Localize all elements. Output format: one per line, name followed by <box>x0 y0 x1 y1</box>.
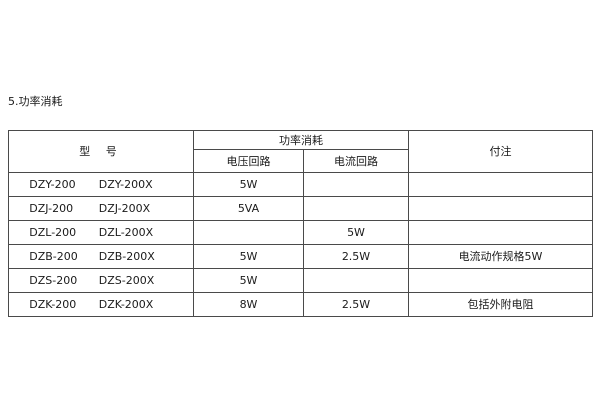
cell-model: DZK-200 DZK-200X <box>8 292 194 317</box>
cell-voltage-circuit: 5W <box>193 244 304 269</box>
table-row: DZJ-200 DZJ-200X 5VA <box>8 196 593 221</box>
cell-model-base: DZL-200 <box>29 226 77 239</box>
cell-remarks <box>408 196 593 221</box>
column-header-model: 型 号 <box>8 130 194 173</box>
table-header: 型 号 功率消耗 付注 电压回路 电流回路 <box>8 130 593 173</box>
power-consumption-table: 型 号 功率消耗 付注 电压回路 电流回路 DZY-200 DZY-200X <box>8 130 593 317</box>
cell-model-variant: DZL-200X <box>98 226 154 239</box>
cell-voltage-circuit: 8W <box>193 292 304 317</box>
cell-current-circuit <box>303 172 409 197</box>
page-title: 5.功率消耗 <box>8 95 63 108</box>
cell-remarks <box>408 220 593 245</box>
cell-model-variant: DZB-200X <box>98 250 155 263</box>
cell-remarks: 电流动作规格5W <box>408 244 593 269</box>
column-header-remarks: 付注 <box>408 130 593 173</box>
cell-current-circuit: 5W <box>303 220 409 245</box>
cell-model-variant: DZS-200X <box>98 274 155 287</box>
cell-remarks: 包括外附电阻 <box>408 292 593 317</box>
column-header-current-circuit: 电流回路 <box>303 149 409 173</box>
cell-model: DZB-200 DZB-200X <box>8 244 194 269</box>
cell-model-base: DZJ-200 <box>29 202 74 215</box>
column-header-power-consumption: 功率消耗 <box>193 130 409 150</box>
cell-voltage-circuit: 5W <box>193 172 304 197</box>
column-header-voltage-circuit: 电压回路 <box>193 149 304 173</box>
cell-remarks <box>408 172 593 197</box>
table-row: DZK-200 DZK-200X 8W 2.5W 包括外附电阻 <box>8 292 593 317</box>
cell-voltage-circuit: 5W <box>193 268 304 293</box>
cell-model: DZS-200 DZS-200X <box>8 268 194 293</box>
cell-model-variant: DZK-200X <box>98 298 154 311</box>
cell-model: DZJ-200 DZJ-200X <box>8 196 194 221</box>
cell-model-base: DZY-200 <box>29 178 76 191</box>
cell-model-base: DZK-200 <box>29 298 77 311</box>
cell-model-base: DZS-200 <box>29 274 78 287</box>
table-row: DZL-200 DZL-200X 5W <box>8 220 593 245</box>
spec-table-container: 型 号 功率消耗 付注 电压回路 电流回路 DZY-200 DZY-200X <box>8 130 593 317</box>
cell-current-circuit: 2.5W <box>303 244 409 269</box>
cell-model-variant: DZJ-200X <box>98 202 151 215</box>
table-body: DZY-200 DZY-200X 5W DZJ-200 DZJ-200X <box>8 172 593 317</box>
cell-current-circuit <box>303 196 409 221</box>
cell-voltage-circuit <box>193 220 304 245</box>
cell-model-variant: DZY-200X <box>98 178 153 191</box>
table-header-row-top: 型 号 功率消耗 付注 <box>8 130 593 173</box>
cell-model: DZY-200 DZY-200X <box>8 172 194 197</box>
cell-current-circuit <box>303 268 409 293</box>
table-row: DZS-200 DZS-200X 5W <box>8 268 593 293</box>
cell-voltage-circuit: 5VA <box>193 196 304 221</box>
table-row: DZB-200 DZB-200X 5W 2.5W 电流动作规格5W <box>8 244 593 269</box>
cell-model: DZL-200 DZL-200X <box>8 220 194 245</box>
cell-remarks <box>408 268 593 293</box>
table-row: DZY-200 DZY-200X 5W <box>8 172 593 197</box>
cell-current-circuit: 2.5W <box>303 292 409 317</box>
cell-model-base: DZB-200 <box>29 250 78 263</box>
